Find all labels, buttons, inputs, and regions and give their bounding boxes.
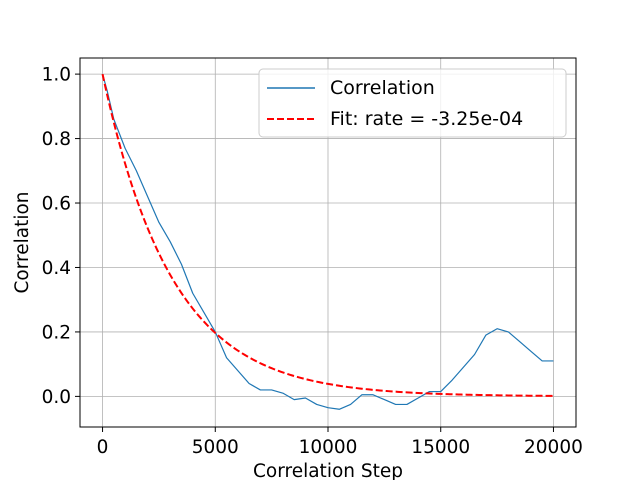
legend: Correlation Fit: rate = -3.25e-04 xyxy=(258,68,567,138)
x-tick-label: 15000 xyxy=(411,437,470,458)
legend-label-fit: Fit: rate = -3.25e-04 xyxy=(330,108,523,130)
y-tick-label: 0.4 xyxy=(42,258,71,279)
y-tick-label: 0.8 xyxy=(42,129,71,150)
ticks: 0 5000 10000 15000 20000 0.0 0.2 0.4 0.6 0.8 1.0 xyxy=(42,65,583,458)
y-tick-label: 0.6 xyxy=(42,194,71,215)
x-axis-label: Correlation Step xyxy=(253,461,403,480)
x-tick-label: 20000 xyxy=(524,437,583,458)
series-fit-line xyxy=(101,73,554,397)
y-tick-label: 1.0 xyxy=(42,65,71,86)
series-correlation-line xyxy=(101,73,554,410)
x-tick-label: 0 xyxy=(97,437,109,458)
x-tick-label: 10000 xyxy=(299,437,358,458)
legend-label-correlation: Correlation xyxy=(330,77,435,99)
y-axis-label: Correlation xyxy=(12,191,33,293)
y-tick-label: 0.2 xyxy=(42,322,71,343)
x-tick-label: 5000 xyxy=(192,437,239,458)
series-layer xyxy=(101,73,554,410)
y-tick-label: 0.0 xyxy=(42,387,71,408)
legend-box xyxy=(258,68,567,138)
